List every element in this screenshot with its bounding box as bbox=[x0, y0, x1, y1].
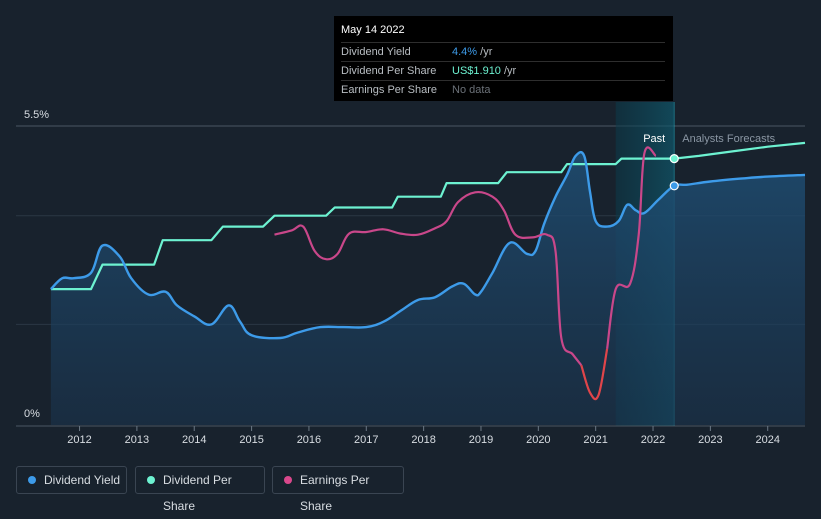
dividend-chart: 5.5% 0% 2012 2013 2014 2015 2016 2017 2018 2019 20… bbox=[16, 102, 806, 446]
x-tick-label: 2019 bbox=[469, 434, 493, 446]
x-tick-label: 2013 bbox=[125, 434, 149, 446]
legend-dot-icon bbox=[28, 476, 36, 484]
x-tick-label: 2021 bbox=[583, 434, 607, 446]
tooltip-label: Earnings Per Share bbox=[341, 84, 437, 96]
legend-item-dividend-yield[interactable]: Dividend Yield bbox=[16, 466, 127, 494]
x-tick-label: 2023 bbox=[698, 434, 722, 446]
tooltip-value: US$1.910 bbox=[452, 65, 501, 77]
tooltip-value: No data bbox=[452, 84, 491, 96]
x-tick-label: 2020 bbox=[526, 434, 550, 446]
x-tick-label: 2012 bbox=[67, 434, 91, 446]
earnings-per-share-line-recent bbox=[606, 146, 657, 350]
x-tick-label: 2015 bbox=[239, 434, 263, 446]
x-tick-label: 2016 bbox=[297, 434, 321, 446]
tooltip-row-dividend-per-share: Dividend Per Share US$1.910 /yr bbox=[341, 61, 665, 80]
legend-label: Dividend Yield bbox=[44, 473, 121, 487]
tooltip-value: 4.4% bbox=[452, 46, 478, 58]
legend-dot-icon bbox=[147, 476, 155, 484]
earnings-per-share-line bbox=[274, 190, 583, 366]
x-tick-label: 2024 bbox=[755, 434, 779, 446]
tooltip-row-dividend-yield: Dividend Yield 4.4% /yr bbox=[341, 42, 665, 61]
forecast-label: Analysts Forecasts bbox=[682, 133, 775, 145]
dps-marker bbox=[669, 154, 679, 164]
x-tick-label: 2018 bbox=[411, 434, 435, 446]
legend-item-earnings-per-share[interactable]: Earnings Per Share bbox=[272, 466, 404, 513]
legend-dot-icon bbox=[284, 476, 292, 484]
dividend-yield-line bbox=[50, 150, 806, 340]
dividend-yield-area bbox=[50, 152, 805, 425]
past-label: Past bbox=[643, 133, 665, 145]
x-tick-label: 2017 bbox=[354, 434, 378, 446]
tooltip-label: Dividend Per Share bbox=[341, 65, 437, 77]
x-tick-label: 2022 bbox=[641, 434, 665, 446]
y-tick-label: 0% bbox=[24, 408, 40, 420]
tooltip: May 14 2022 Dividend Yield 4.4% /yr Divi… bbox=[334, 16, 673, 101]
tooltip-label: Dividend Yield bbox=[341, 46, 411, 58]
dividend-per-share-line bbox=[50, 141, 806, 291]
tooltip-date: May 14 2022 bbox=[341, 24, 405, 36]
y-tick-label: 5.5% bbox=[24, 109, 49, 121]
earnings-per-share-line-low bbox=[580, 348, 609, 401]
legend-item-dividend-per-share[interactable]: Dividend Per Share bbox=[135, 466, 265, 513]
tooltip-row-earnings-per-share: Earnings Per Share No data bbox=[341, 80, 665, 99]
tooltip-unit: /yr bbox=[500, 65, 517, 77]
yield-marker bbox=[669, 181, 679, 191]
tooltip-unit: /yr bbox=[477, 46, 493, 58]
x-tick-label: 2014 bbox=[182, 434, 206, 446]
